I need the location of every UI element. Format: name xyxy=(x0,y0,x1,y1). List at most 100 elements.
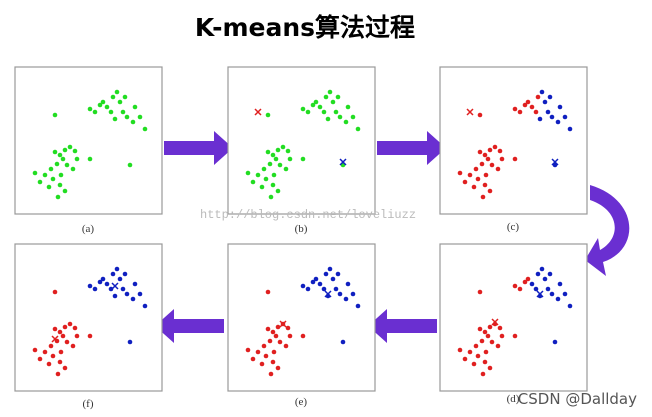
point xyxy=(271,172,277,178)
point xyxy=(512,283,518,289)
point xyxy=(46,361,52,367)
point xyxy=(512,333,518,339)
point xyxy=(323,94,329,100)
point xyxy=(271,349,277,355)
point xyxy=(265,326,271,332)
point xyxy=(67,144,73,150)
point xyxy=(485,333,491,339)
point xyxy=(37,179,43,185)
point xyxy=(114,89,120,95)
point xyxy=(42,172,48,178)
point xyxy=(255,349,261,355)
point xyxy=(245,347,251,353)
point xyxy=(275,188,281,194)
point xyxy=(555,119,561,125)
point xyxy=(100,99,106,105)
point xyxy=(255,172,261,178)
centroid xyxy=(111,282,119,290)
point xyxy=(547,94,553,100)
point xyxy=(74,156,80,162)
point xyxy=(492,144,498,150)
point xyxy=(52,149,58,155)
watermark: http://blog.csdn.net/loveliuzz xyxy=(200,208,416,222)
point xyxy=(122,94,128,100)
point xyxy=(512,156,518,162)
point xyxy=(539,89,545,95)
point xyxy=(567,303,573,309)
panel-label: (a) xyxy=(82,223,95,235)
point xyxy=(480,194,486,200)
point xyxy=(275,365,281,371)
point xyxy=(32,347,38,353)
point xyxy=(467,349,473,355)
point xyxy=(313,276,319,282)
panel-label: (f) xyxy=(83,398,94,410)
point xyxy=(482,152,488,158)
point xyxy=(87,333,93,339)
arrow-bc xyxy=(377,131,446,165)
point xyxy=(567,126,573,132)
point xyxy=(112,116,118,122)
point xyxy=(270,152,276,158)
point xyxy=(549,291,555,297)
point xyxy=(343,296,349,302)
point xyxy=(117,276,123,282)
point xyxy=(539,266,545,272)
point xyxy=(277,339,283,345)
point xyxy=(265,289,271,295)
point xyxy=(467,172,473,178)
point xyxy=(62,147,68,153)
point xyxy=(471,361,477,367)
point xyxy=(273,156,279,162)
point xyxy=(462,179,468,185)
point xyxy=(489,162,495,168)
point xyxy=(62,188,68,194)
point xyxy=(70,343,76,349)
point xyxy=(479,338,485,344)
point xyxy=(58,172,64,178)
point xyxy=(250,179,256,185)
point xyxy=(487,365,493,371)
point xyxy=(535,271,541,277)
point xyxy=(142,303,148,309)
panel-frame xyxy=(439,66,588,215)
point xyxy=(58,349,64,355)
point xyxy=(117,99,123,105)
point xyxy=(87,156,93,162)
point xyxy=(487,147,493,153)
point xyxy=(473,343,479,349)
panel-label: (e) xyxy=(295,396,308,408)
panel-label: (c) xyxy=(507,221,520,233)
credit: CSDN @Dallday xyxy=(518,390,637,408)
panel-label: (b) xyxy=(295,223,308,235)
point xyxy=(350,291,356,297)
point xyxy=(489,339,495,345)
point xyxy=(54,161,60,167)
centroid xyxy=(491,318,499,326)
point xyxy=(132,104,138,110)
point xyxy=(74,333,80,339)
point xyxy=(287,156,293,162)
point xyxy=(132,281,138,287)
point xyxy=(87,283,93,289)
point xyxy=(261,343,267,349)
point xyxy=(350,114,356,120)
point xyxy=(562,114,568,120)
point xyxy=(127,162,133,168)
point xyxy=(64,339,70,345)
point xyxy=(267,338,273,344)
panels: (a) (b) (c) (d) (e) (f) xyxy=(14,66,588,410)
point xyxy=(535,94,541,100)
point xyxy=(345,104,351,110)
point xyxy=(270,359,276,365)
point xyxy=(104,104,110,110)
arrow-de xyxy=(368,309,437,343)
point xyxy=(57,329,63,335)
arrow-cd xyxy=(585,185,630,276)
point xyxy=(55,371,61,377)
point xyxy=(268,194,274,200)
centroid xyxy=(254,108,262,116)
point xyxy=(552,339,558,345)
